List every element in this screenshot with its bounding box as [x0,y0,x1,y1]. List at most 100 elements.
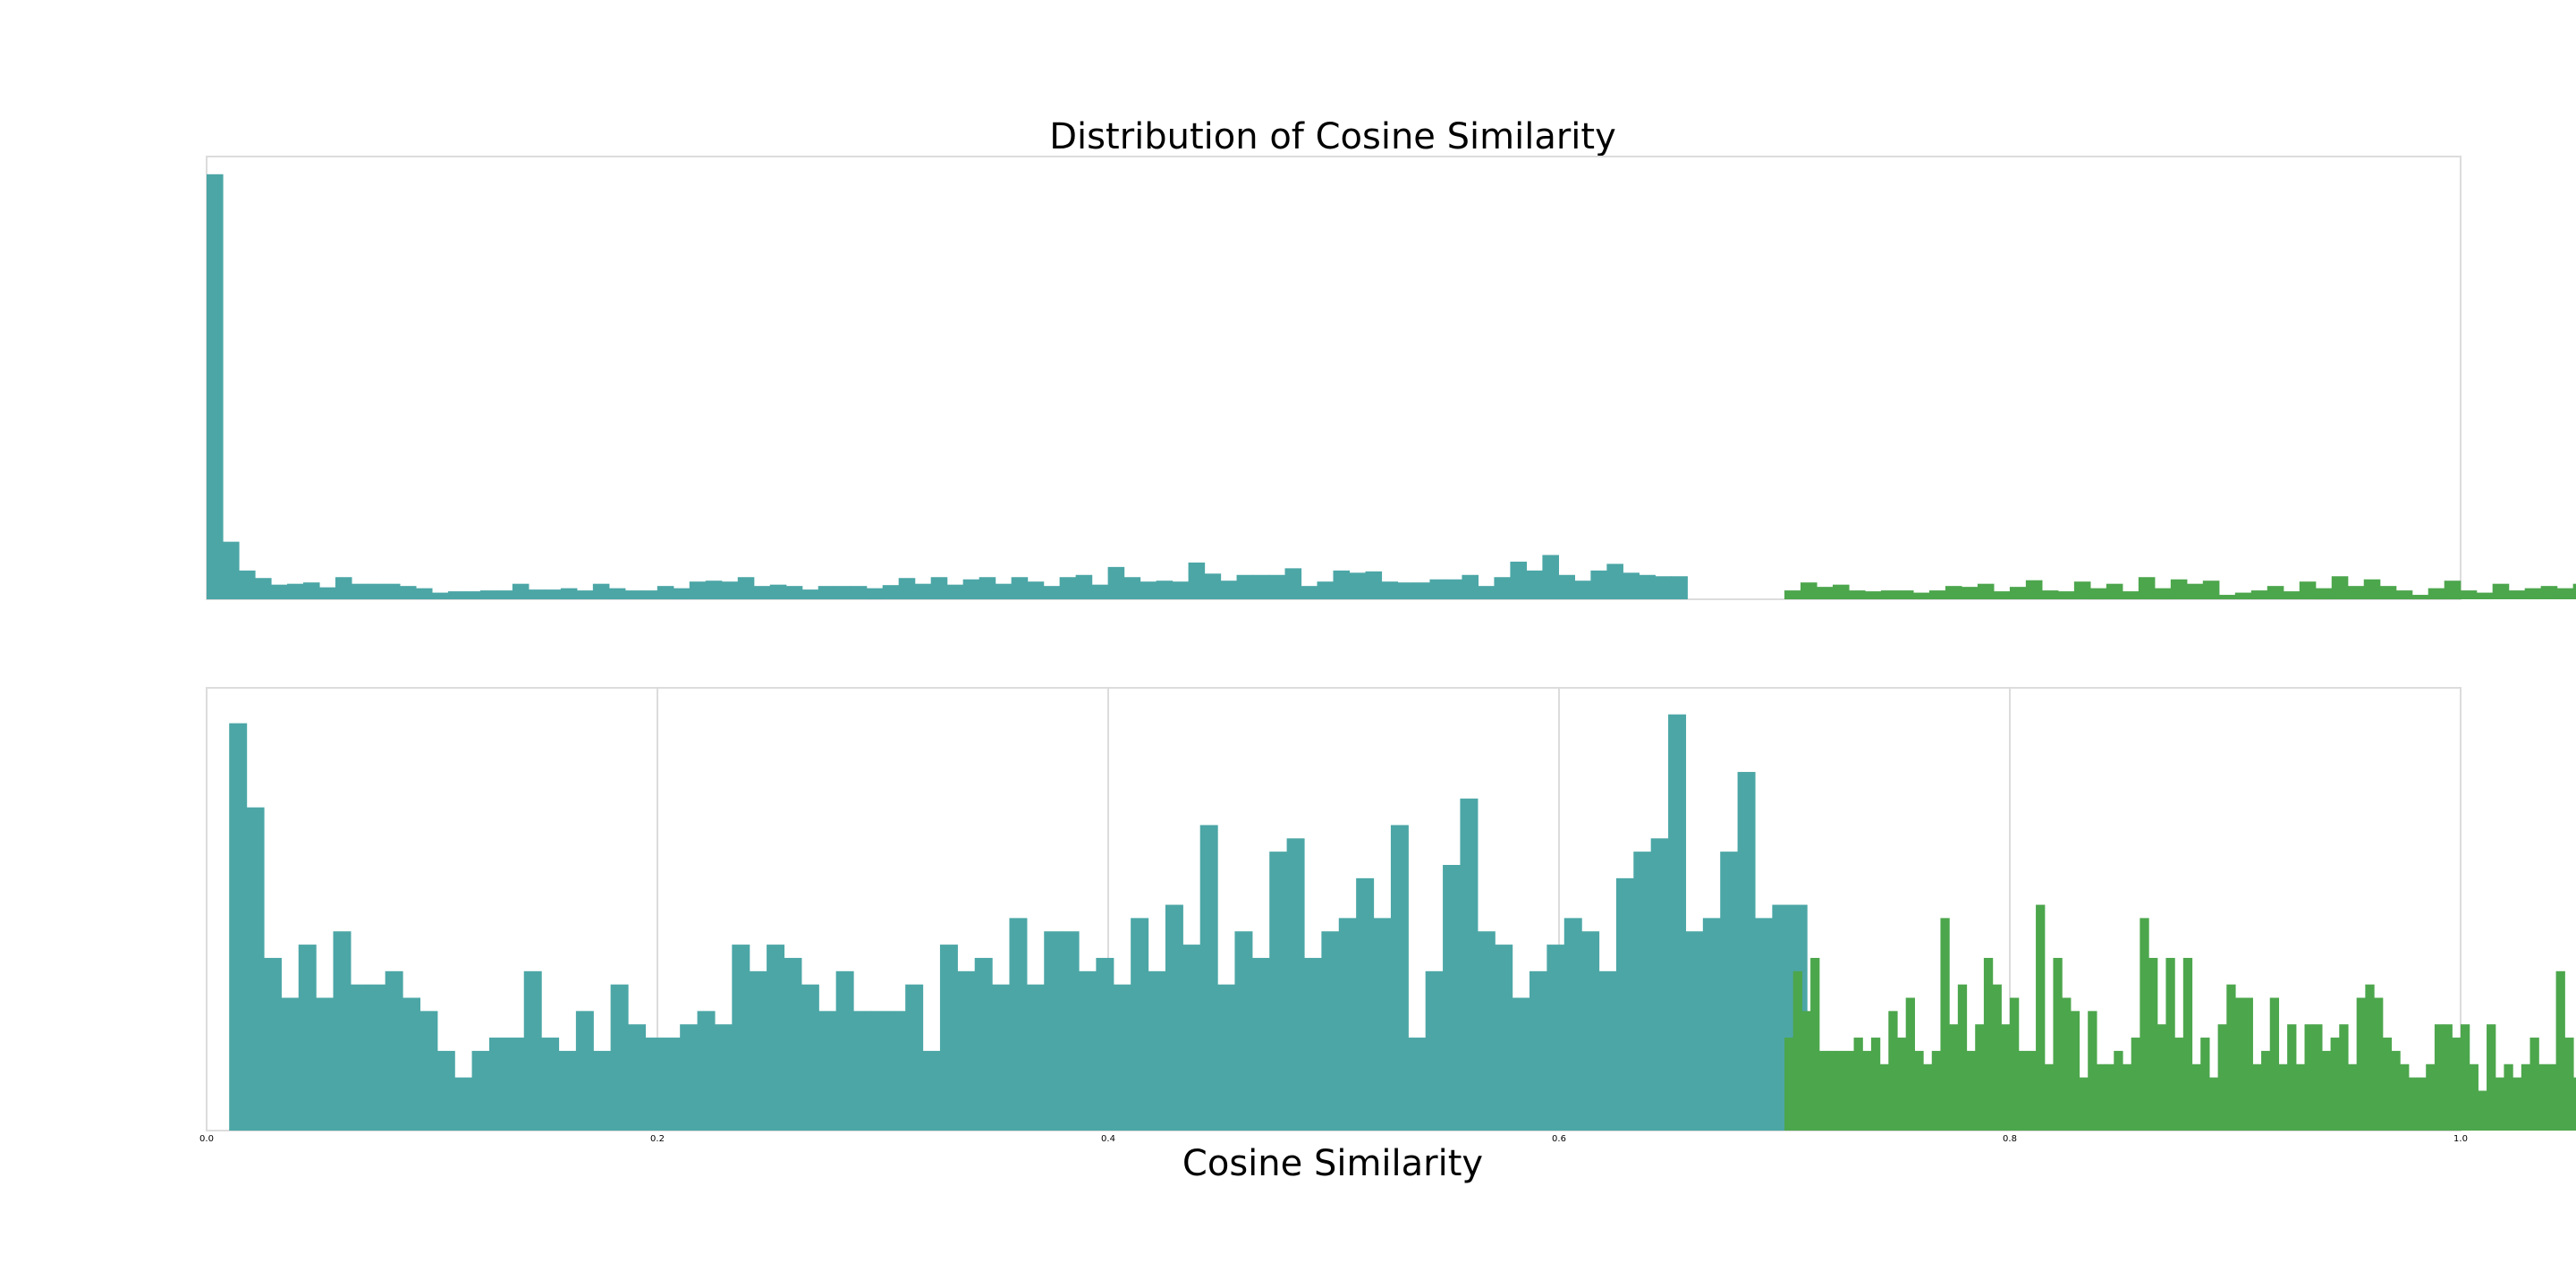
top-bar-low-88 [1623,572,1640,599]
bottom-bar-high-2 [1801,1011,1811,1131]
bottom-bar-high-83 [2504,1063,2513,1131]
top-bar-high-2 [1816,587,1834,599]
bottom-bar-low-4 [298,945,317,1131]
top-bar-low-70 [1333,570,1351,599]
top-bar-low-87 [1606,564,1623,599]
bottom-bar-high-50 [2217,1024,2227,1131]
top-bar-high-11 [1961,587,1979,599]
bottom-bar-high-59 [2295,1063,2306,1131]
top-bar-high-45 [2508,590,2526,599]
top-bar-low-42 [882,585,900,599]
top-bar-low-29 [673,588,691,600]
bottom-bar-low-82 [1650,838,1669,1131]
bottom-bar-high-1 [1792,970,1802,1131]
bottom-bar-low-74 [1512,997,1530,1131]
top-bar-low-37 [801,589,819,599]
top-bar-low-68 [1301,586,1318,599]
bottom-bar-low-69 [1425,970,1444,1131]
bottom-bar-low-49 [1079,970,1097,1131]
top-bar-high-7 [1896,590,1914,599]
top-bar-high-23 [2154,588,2172,600]
bottom-bar-low-27 [697,1011,716,1131]
bottom-bar-high-88 [2546,1063,2557,1131]
bottom-bar-low-18 [541,1038,560,1131]
bottom-bar-high-30 [2044,1063,2055,1131]
x-tick-label-0: 0.0 [199,1134,214,1144]
bottom-bar-high-47 [2191,1063,2201,1131]
bottom-bar-high-82 [2495,1077,2505,1131]
bottom-bar-low-72 [1477,931,1496,1131]
bottom-bar-high-13 [1896,1038,1907,1131]
bottom-bar-high-37 [2105,1063,2114,1131]
top-bar-low-13 [415,588,433,600]
bottom-bar-low-6 [333,931,352,1131]
top-bar-high-8 [1912,592,1930,599]
bottom-bar-high-51 [2226,984,2236,1131]
top-bar-high-32 [2299,581,2317,599]
top-bar-low-90 [1655,576,1672,599]
x-tick-label-5: 1.0 [2453,1134,2468,1144]
bottom-bar-high-56 [2269,997,2280,1131]
top-bar-low-80 [1494,577,1512,599]
top-bar-low-89 [1639,574,1656,599]
top-bar-low-12 [399,586,417,599]
bottom-bar-low-34 [818,1011,837,1131]
top-bar-high-6 [1880,590,1898,599]
bottom-bar-low-87 [1737,772,1756,1131]
top-bar-high-3 [1832,584,1850,599]
top-bar-low-50 [1011,577,1029,599]
bottom-bar-low-48 [1061,931,1080,1131]
bottom-bar-high-23 [1983,957,1994,1131]
bottom-bar-high-43 [2157,1024,2167,1131]
bottom-bar-high-78 [2460,1024,2470,1131]
bottom-bar-low-64 [1338,918,1357,1131]
bottom-bar-low-25 [662,1038,681,1131]
bottom-bar-low-8 [368,984,386,1131]
bottom-bar-low-62 [1304,957,1322,1131]
top-bar-low-59 [1156,580,1174,599]
bottom-bar-low-37 [870,1011,889,1131]
top-bar-low-78 [1462,574,1479,599]
bottom-bar-low-51 [1113,984,1131,1131]
bottom-bar-low-9 [385,970,403,1131]
bottom-bar-high-64 [2339,1024,2349,1131]
chart-title: Distribution of Cosine Similarity [1049,116,1616,157]
bottom-bar-low-38 [887,1011,906,1131]
bottom-bar-low-59 [1251,957,1270,1131]
bottom-bar-high-10 [1870,1038,1881,1131]
top-bar-high-41 [2444,580,2462,599]
top-bar-low-11 [383,583,401,599]
bottom-bar-low-20 [575,1011,594,1131]
bottom-bar-high-71 [2400,1063,2410,1131]
top-bar-high-37 [2379,586,2397,599]
bottom-bar-low-47 [1044,931,1063,1131]
top-bar-high-46 [2524,588,2542,600]
bottom-bar-low-21 [593,1050,612,1131]
top-bar-high-33 [2315,588,2333,600]
bottom-bar-high-28 [2027,1050,2037,1131]
bottom-bar-low-50 [1096,957,1114,1131]
bottom-bar-high-42 [2148,957,2158,1131]
top-bar-low-54 [1075,574,1093,599]
bottom-bar-high-34 [2079,1077,2089,1131]
bottom-bar-low-13 [454,1077,473,1131]
bottom-bar-high-84 [2512,1077,2522,1131]
top-bar-low-18 [496,590,513,599]
top-bar-low-48 [979,577,996,599]
top-bar-high-43 [2476,592,2494,599]
bottom-bar-high-62 [2321,1050,2332,1131]
top-bar-low-72 [1365,571,1383,599]
bottom-bar-low-19 [558,1050,577,1131]
bottom-bar-low-65 [1356,877,1375,1131]
bottom-bar-low-63 [1321,931,1340,1131]
bottom-bar-low-45 [1009,918,1028,1131]
top-bar-low-82 [1526,570,1543,599]
top-panel-bars [207,174,2576,600]
bottom-bar-low-10 [402,997,421,1131]
top-bar-high-19 [2089,588,2107,600]
bottom-bar-high-25 [2001,1024,2011,1131]
bottom-bar-low-3 [281,997,300,1131]
top-bar-low-51 [1027,581,1045,599]
bottom-bar-high-5 [1827,1050,1837,1131]
top-bar-low-74 [1397,582,1415,599]
